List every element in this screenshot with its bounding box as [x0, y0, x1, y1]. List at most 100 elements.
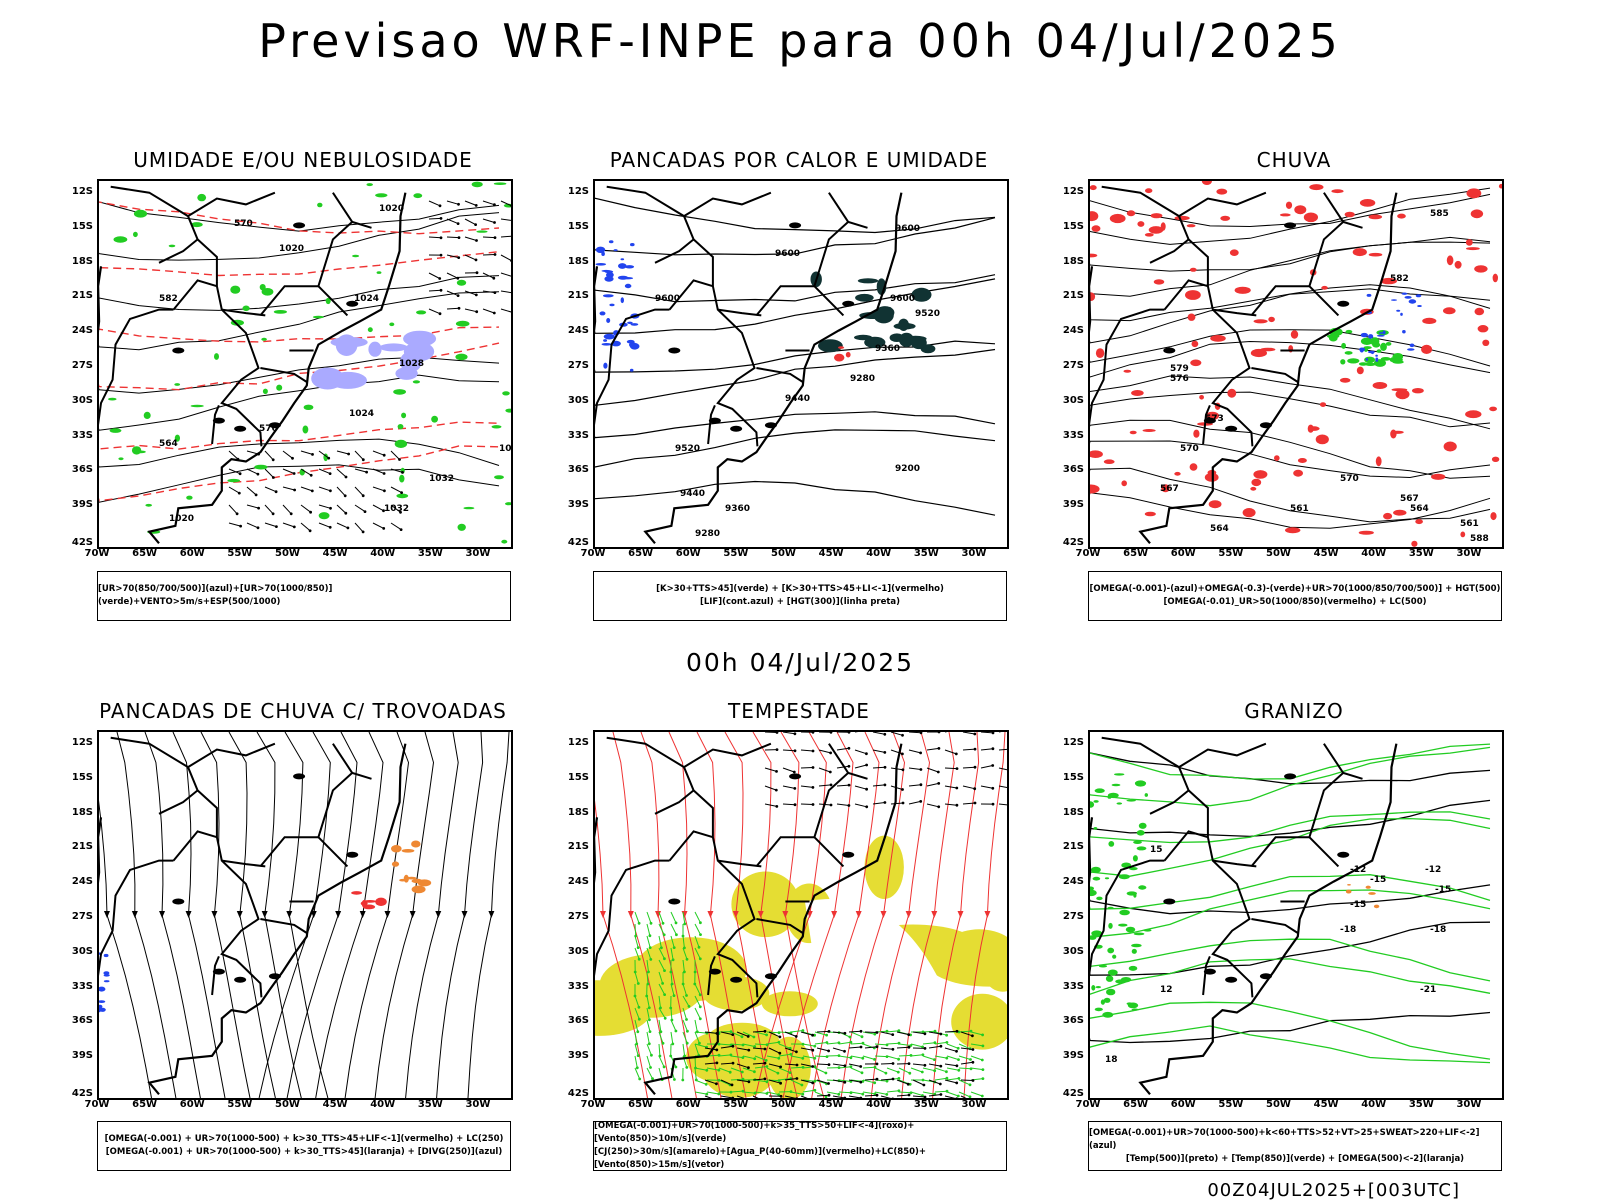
lon-tick-label: 55W: [719, 548, 753, 559]
lat-tick-label: 39S: [67, 499, 93, 510]
lon-tick-label: 50W: [766, 548, 800, 559]
lon-tick-label: 35W: [1404, 548, 1438, 559]
contour-label: 9200: [895, 464, 920, 474]
lon-tick-label: 35W: [909, 1099, 943, 1110]
lat-tick-label: 15S: [67, 772, 93, 783]
lat-tick-label: 30S: [563, 395, 589, 406]
lon-tick-label: 55W: [223, 1099, 257, 1110]
lon-tick-label: 50W: [270, 1099, 304, 1110]
lat-tick-label: 39S: [1058, 1050, 1084, 1061]
lon-tick-label: 45W: [1309, 548, 1343, 559]
contour-label: 9600: [655, 294, 680, 304]
lat-tick-label: 15S: [1058, 772, 1084, 783]
panel-title: GRANIZO: [1058, 699, 1530, 723]
lat-tick-label: 27S: [1058, 911, 1084, 922]
lat-tick-label: 42S: [67, 537, 93, 548]
lon-tick-label: 35W: [909, 548, 943, 559]
contour-label: 1024: [354, 294, 379, 304]
panel-legend: [OMEGA(-0.001)-(azul)+OMEGA(-0.3)-(verde…: [1088, 571, 1502, 621]
lat-tick-label: 18S: [563, 256, 589, 267]
contour-label: -12: [1350, 865, 1366, 875]
contour-label: 1020: [169, 514, 194, 524]
panel-legend: [OMEGA(-0.001)+UR>70(1000-500)+k>35_TTS>…: [593, 1121, 1007, 1171]
contour-label: -15: [1350, 900, 1366, 910]
weather-map-1: 1020102010241028102410321032102810205705…: [97, 179, 513, 549]
contour-label: 1020: [379, 204, 404, 214]
contour-label: 582: [159, 294, 178, 304]
contour-label: 1024: [349, 409, 374, 419]
contour-label: 576: [259, 424, 278, 434]
lon-tick-label: 45W: [318, 548, 352, 559]
panel-title: UMIDADE E/OU NEBULOSIDADE: [67, 148, 539, 172]
lon-tick-label: 40W: [862, 548, 896, 559]
legend-line: [OMEGA(-0.001)+UR>70(1000-500)+k>35_TTS>…: [594, 1120, 1006, 1146]
lon-tick-label: 35W: [413, 548, 447, 559]
lon-tick-label: 40W: [1357, 1099, 1391, 1110]
lat-tick-label: 24S: [67, 876, 93, 887]
contour-label: 1028: [499, 444, 511, 454]
contour-label: 573: [1205, 414, 1224, 424]
legend-line: [OMEGA(-0.01)_UR>50(1000/850)(vermelho) …: [1163, 596, 1426, 609]
lat-tick-label: 15S: [563, 221, 589, 232]
contour-label: -18: [1430, 925, 1446, 935]
lat-tick-label: 27S: [67, 911, 93, 922]
contour-label: 1032: [384, 504, 409, 514]
lat-tick-label: 27S: [563, 360, 589, 371]
run-time-footer: 00Z04JUL2025+[003UTC]: [1207, 1180, 1460, 1201]
contour-label: -15: [1370, 875, 1386, 885]
contour-label: 9520: [675, 444, 700, 454]
contour-label: 9600: [775, 249, 800, 259]
contour-label: -18: [1340, 925, 1356, 935]
lon-tick-label: 30W: [1452, 548, 1486, 559]
lat-tick-label: 21S: [563, 841, 589, 852]
lat-tick-label: 15S: [67, 221, 93, 232]
lat-tick-label: 18S: [67, 256, 93, 267]
lat-tick-label: 12S: [1058, 186, 1084, 197]
lon-tick-label: 55W: [223, 548, 257, 559]
lon-tick-label: 30W: [1452, 1099, 1486, 1110]
lon-tick-label: 50W: [1261, 548, 1295, 559]
contour-label: 18: [1105, 1055, 1118, 1065]
lon-tick-label: 30W: [957, 1099, 991, 1110]
contour-label: 15: [1150, 845, 1163, 855]
lon-tick-label: 45W: [1309, 1099, 1343, 1110]
contour-label: 9600: [890, 294, 915, 304]
contour-label: 570: [1180, 444, 1199, 454]
weather-map-4: [97, 730, 513, 1100]
lat-tick-label: 33S: [563, 981, 589, 992]
lat-tick-label: 15S: [1058, 221, 1084, 232]
lon-tick-label: 60W: [671, 548, 705, 559]
lat-tick-label: 12S: [67, 186, 93, 197]
legend-line: [LIF](cont.azul) + [HGT(300)](linha pret…: [700, 596, 900, 609]
lat-tick-label: 24S: [1058, 325, 1084, 336]
lat-tick-label: 18S: [1058, 256, 1084, 267]
contour-label: 564: [159, 439, 178, 449]
panel-title: PANCADAS POR CALOR E UMIDADE: [563, 148, 1035, 172]
panel-title: PANCADAS DE CHUVA C/ TROVOADAS: [67, 699, 539, 723]
lon-tick-label: 70W: [1071, 1099, 1105, 1110]
legend-line: [CJ(250)>30m/s](amarelo)+[Agua_P(40-60mm…: [594, 1146, 1006, 1172]
lon-tick-label: 70W: [1071, 548, 1105, 559]
contour-label: 1020: [279, 244, 304, 254]
legend-line: [K>30+TTS>45](verde) + [K>30+TTS>45+LI<-…: [656, 583, 944, 596]
lat-tick-label: 36S: [1058, 464, 1084, 475]
legend-line: [OMEGA(-0.001) + UR>70(1000-500) + k>30_…: [105, 1133, 504, 1146]
lon-tick-label: 65W: [624, 1099, 658, 1110]
lon-tick-label: 40W: [366, 1099, 400, 1110]
lon-tick-label: 70W: [576, 548, 610, 559]
contour-label: 567: [1400, 494, 1419, 504]
lat-tick-label: 27S: [563, 911, 589, 922]
contour-label: 570: [234, 219, 253, 229]
contour-label: 9520: [915, 309, 940, 319]
lat-tick-label: 12S: [563, 737, 589, 748]
lat-tick-label: 30S: [67, 946, 93, 957]
lon-tick-label: 55W: [719, 1099, 753, 1110]
lat-tick-label: 39S: [563, 1050, 589, 1061]
lat-tick-label: 33S: [67, 981, 93, 992]
contour-label: 564: [1210, 524, 1229, 534]
page-title: Previsao WRF-INPE para 00h 04/Jul/2025: [0, 14, 1600, 68]
lat-tick-label: 24S: [67, 325, 93, 336]
